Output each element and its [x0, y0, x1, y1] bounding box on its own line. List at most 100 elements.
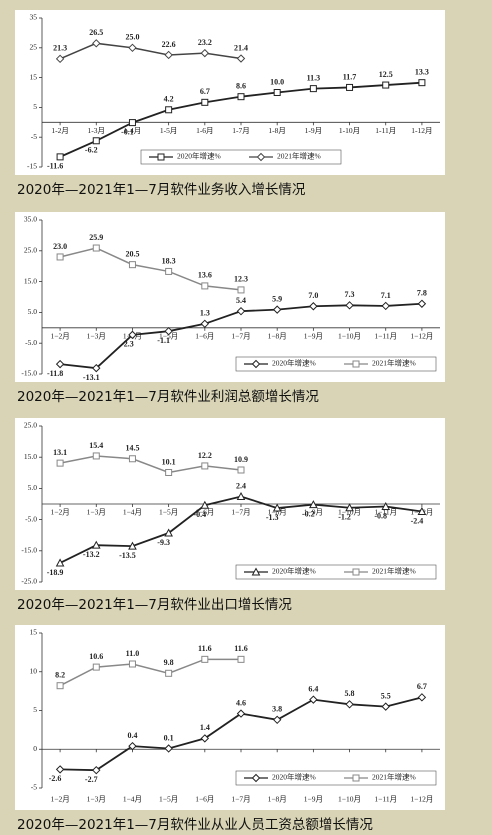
x-tick-label: 1−4月 — [123, 508, 142, 517]
marker — [164, 528, 173, 537]
marker — [236, 491, 246, 501]
marker — [272, 503, 282, 512]
x-tick-label: 1−7月 — [231, 508, 250, 517]
series-line — [59, 658, 241, 687]
marker — [345, 301, 354, 310]
y-tick-label: 25.0 — [24, 246, 37, 255]
marker — [417, 506, 427, 515]
legend-box — [235, 770, 437, 786]
x-tick-label: 1−2月 — [50, 508, 69, 517]
x-tick-label: 1−3月 — [87, 795, 106, 804]
value-label: -6.2 — [85, 146, 98, 155]
value-label: 10.1 — [162, 457, 176, 466]
x-tick-label: 1−9月 — [304, 332, 323, 341]
marker — [309, 695, 318, 704]
x-tick-label: 1-4月 — [124, 126, 142, 135]
marker — [91, 540, 101, 549]
value-label: 5.4 — [236, 296, 246, 305]
value-label: 8.6 — [236, 82, 246, 91]
marker — [381, 301, 390, 311]
x-tick-label: 1−2月 — [50, 332, 69, 341]
x-tick-label: 1−12月 — [410, 795, 433, 804]
legend-marker — [157, 153, 165, 161]
value-label: -13.1 — [83, 373, 100, 382]
y-tick-label: 15 — [30, 72, 38, 81]
marker — [345, 503, 354, 512]
value-label: 4.6 — [236, 698, 246, 707]
y-tick-label: 5 — [33, 705, 37, 714]
value-label: 4.2 — [164, 95, 174, 104]
value-label: 2.4 — [236, 481, 246, 490]
value-label: 20.5 — [125, 249, 139, 258]
x-tick-label: 1-7月 — [232, 126, 250, 135]
legend-marker — [251, 359, 261, 369]
marker — [128, 119, 136, 127]
marker — [164, 744, 173, 753]
marker — [237, 655, 245, 663]
marker — [381, 702, 390, 711]
marker — [165, 669, 173, 677]
x-tick-label: 1−6月 — [195, 332, 214, 341]
x-tick-label: 1−6月 — [195, 795, 214, 804]
y-tick-label: 15 — [30, 628, 38, 637]
value-label: -1.3 — [266, 513, 279, 522]
value-label: 12.5 — [379, 70, 393, 79]
x-tick-label: 1−8月 — [268, 332, 287, 341]
marker — [56, 253, 64, 261]
y-tick-label: 5.0 — [28, 483, 38, 492]
marker — [56, 682, 64, 690]
legend-label: 2021年增速% — [372, 358, 416, 368]
value-label: 6.7 — [200, 87, 210, 96]
x-tick-label: 1−11月 — [374, 795, 397, 804]
value-label: 6.7 — [417, 682, 427, 691]
marker — [381, 501, 391, 510]
y-tick-label: -5 — [31, 132, 37, 141]
legend-marker — [251, 773, 261, 783]
value-label: 0.4 — [127, 731, 137, 740]
chart-panel — [15, 10, 445, 175]
legend-marker — [251, 567, 261, 576]
marker — [164, 326, 173, 336]
value-label: 6.4 — [308, 684, 318, 693]
legend-label: 2020年增速% — [177, 151, 221, 161]
x-tick-label: 1−4月 — [123, 795, 142, 804]
value-label: -0.8 — [374, 511, 387, 520]
marker — [92, 244, 100, 252]
value-label: 23.0 — [53, 242, 67, 251]
y-tick-label: 15.0 — [24, 276, 37, 285]
x-tick-label: 1−10月 — [338, 508, 361, 517]
chart-caption: 2020年—2021年1—7月软件业从业人员工资总额增长情况 — [17, 817, 373, 833]
value-label: -2.3 — [121, 340, 134, 349]
y-tick-label: -5.0 — [25, 338, 37, 347]
legend-label: 2021年增速% — [372, 772, 416, 782]
y-tick-label: -25.0 — [21, 577, 37, 586]
marker — [92, 39, 101, 48]
legend-label: 2020年增速% — [272, 772, 316, 782]
marker — [417, 299, 427, 308]
marker — [92, 663, 100, 671]
marker — [309, 85, 317, 93]
marker — [417, 693, 427, 702]
value-label: 13.1 — [53, 448, 67, 457]
y-tick-label: -15 — [27, 162, 37, 171]
marker — [201, 282, 209, 290]
legend-box — [235, 356, 437, 372]
value-label: -11.8 — [47, 369, 63, 378]
value-label: 18.3 — [162, 256, 176, 265]
value-label: 7.1 — [381, 291, 391, 300]
marker — [309, 500, 318, 509]
marker — [273, 89, 281, 96]
marker — [201, 462, 209, 470]
x-tick-label: 1−8月 — [268, 795, 287, 804]
marker — [382, 81, 390, 89]
value-label: 7.0 — [308, 291, 318, 300]
x-tick-label: 1−7月 — [231, 332, 250, 341]
legend-marker — [352, 774, 360, 782]
value-label: 13.3 — [415, 67, 429, 76]
x-tick-label: 1−3月 — [87, 508, 106, 517]
marker — [56, 153, 64, 161]
chart-caption: 2020年—2021年1—7月软件业利润总额增长情况 — [17, 389, 319, 405]
x-tick-label: 1-5月 — [160, 126, 178, 135]
value-label: -0.2 — [302, 509, 315, 518]
value-label: 5.5 — [381, 691, 391, 700]
